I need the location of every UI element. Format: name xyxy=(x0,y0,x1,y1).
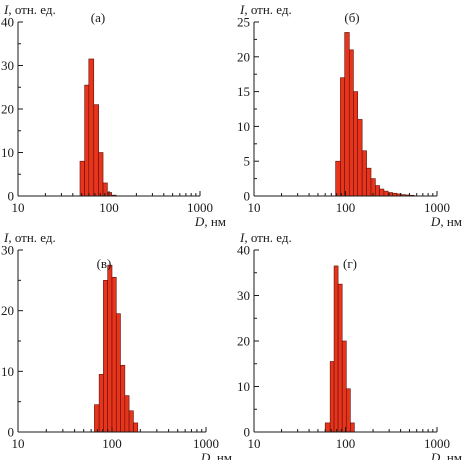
x-tick-label: 1000 xyxy=(424,200,450,215)
x-tick-label: 100 xyxy=(336,436,356,451)
histogram-bar xyxy=(107,264,113,433)
y-tick-label: 10 xyxy=(1,364,14,379)
y-tick-label: 20 xyxy=(1,102,14,117)
y-tick-label: 15 xyxy=(237,84,250,99)
histogram-bar xyxy=(383,190,389,197)
x-tick-label: 1000 xyxy=(187,200,213,215)
histogram-bar xyxy=(88,58,95,197)
y-tick-label: 40 xyxy=(237,243,250,258)
histogram-bar xyxy=(107,192,112,197)
y-tick-label: 10 xyxy=(1,145,14,160)
y-tick-label: 20 xyxy=(1,303,14,318)
x-tick-label: 10 xyxy=(248,200,261,215)
y-tick-label: 0 xyxy=(8,425,15,440)
y-tick-label: 30 xyxy=(1,58,14,73)
x-axis-unit: , нм xyxy=(204,214,226,229)
x-tick-label: 1000 xyxy=(193,436,219,451)
y-tick-label: 0 xyxy=(8,189,15,204)
x-tick-label: 1000 xyxy=(424,436,450,451)
x-axis-variable: D xyxy=(430,214,441,229)
y-tick-label: 20 xyxy=(237,334,250,349)
x-tick-label: 100 xyxy=(102,436,122,451)
y-tick-label: 10 xyxy=(237,119,250,134)
histogram-bar xyxy=(375,185,380,197)
histogram-bar xyxy=(324,422,331,433)
y-axis-unit: , отн. ед. xyxy=(244,230,291,245)
histogram-bar xyxy=(366,167,372,197)
y-axis-variable: I xyxy=(239,2,245,17)
histogram-bar xyxy=(357,119,363,197)
y-axis-variable: I xyxy=(3,2,9,17)
y-tick-label: 0 xyxy=(244,189,251,204)
histogram-bar xyxy=(115,313,121,433)
y-axis-title: I, отн. ед. xyxy=(239,230,292,245)
x-axis-unit: , нм xyxy=(210,450,232,460)
panel-label: (в) xyxy=(97,256,112,271)
histogram-bar xyxy=(350,422,355,433)
x-axis-unit: , нм xyxy=(440,450,462,460)
y-tick-label: 30 xyxy=(237,288,250,303)
x-axis-variable: D xyxy=(200,450,211,460)
histogram-bar xyxy=(361,150,367,197)
histogram-bar xyxy=(335,160,341,197)
y-axis-unit: , отн. ед. xyxy=(244,2,291,17)
chart-panel-b: 0 5 10 15 20 25 10 100 1000 I, отн. ед. D, нм (б) xyxy=(237,2,462,229)
histogram-bar xyxy=(379,188,385,197)
x-tick-label: 10 xyxy=(12,436,25,451)
histogram-bar xyxy=(329,361,335,433)
y-axis-title: I, отн. ед. xyxy=(3,2,56,17)
y-tick-label: 40 xyxy=(1,15,14,30)
histogram-bar xyxy=(348,49,354,197)
histogram-bar xyxy=(340,77,346,197)
histogram-bar xyxy=(93,104,99,197)
y-axis-title: I, отн. ед. xyxy=(239,2,292,17)
y-axis-unit: , отн. ед. xyxy=(8,2,55,17)
y-axis-unit: , отн. ед. xyxy=(8,230,55,245)
y-axis-title: I, отн. ед. xyxy=(3,230,56,245)
histogram-bar xyxy=(337,283,343,433)
histogram-bar xyxy=(333,265,339,433)
panel-label: (б) xyxy=(344,10,359,25)
histogram-bar xyxy=(120,364,126,433)
y-tick-label: 25 xyxy=(237,15,250,30)
y-axis-variable: I xyxy=(3,230,9,245)
y-axis-variable: I xyxy=(239,230,245,245)
panel-label: (г) xyxy=(343,256,357,271)
histogram-bar xyxy=(98,374,104,433)
x-axis-title: D, нм xyxy=(200,450,232,460)
x-axis-unit: , нм xyxy=(440,214,462,229)
x-axis-title: D, нм xyxy=(194,214,226,229)
histogram-bar xyxy=(128,410,134,433)
histogram-bar xyxy=(84,84,90,197)
histogram-bar xyxy=(133,422,139,433)
histogram-bar xyxy=(341,340,347,433)
histogram-bar xyxy=(344,32,350,197)
x-tick-label: 10 xyxy=(12,200,25,215)
x-axis-variable: D xyxy=(194,214,205,229)
histogram-bar xyxy=(98,152,104,197)
y-tick-label: 20 xyxy=(237,49,250,64)
x-tick-label: 100 xyxy=(336,200,356,215)
histogram-bar xyxy=(79,160,85,197)
y-tick-label: 10 xyxy=(237,379,250,394)
histogram-bar xyxy=(353,91,359,197)
histogram-bar xyxy=(345,388,351,433)
x-tick-label: 10 xyxy=(248,436,261,451)
x-tick-label: 100 xyxy=(99,200,119,215)
x-axis-variable: D xyxy=(430,450,441,460)
histogram-bar xyxy=(94,404,100,433)
histogram-bar xyxy=(103,280,109,433)
histogram-bar xyxy=(111,276,117,433)
y-tick-label: 30 xyxy=(1,243,14,258)
y-tick-label: 5 xyxy=(244,154,251,169)
y-tick-label: 0 xyxy=(244,425,251,440)
x-axis-title: D, нм xyxy=(430,214,462,229)
x-axis-title: D, нм xyxy=(430,450,462,460)
histogram-bar xyxy=(124,395,130,433)
panel-label: (а) xyxy=(91,10,105,25)
